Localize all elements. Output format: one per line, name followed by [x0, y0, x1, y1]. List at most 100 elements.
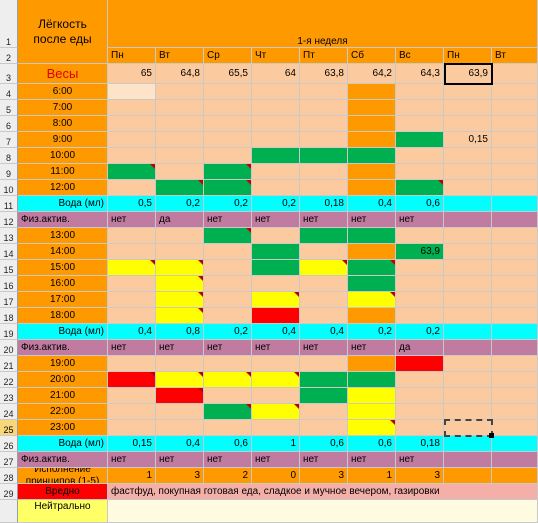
weight-value[interactable]: 65,5 [204, 64, 252, 84]
time-slot-cell[interactable] [108, 100, 156, 116]
cell[interactable] [444, 244, 492, 260]
principle-score[interactable]: 3 [300, 468, 348, 484]
activity-value[interactable]: да [156, 212, 204, 228]
water-value[interactable]: 0,6 [396, 196, 444, 212]
weight-value[interactable] [492, 64, 538, 84]
row-number[interactable]: 28 [0, 468, 18, 484]
time-label[interactable]: 11:00 [18, 164, 108, 180]
cell[interactable] [492, 116, 538, 132]
time-slot-cell[interactable] [204, 180, 252, 196]
row-number[interactable]: 14 [0, 244, 18, 260]
time-slot-cell[interactable] [348, 180, 396, 196]
cell[interactable] [444, 228, 492, 244]
cell[interactable] [492, 468, 538, 484]
row-number[interactable]: 24 [0, 404, 18, 420]
time-slot-cell[interactable] [300, 132, 348, 148]
time-slot-cell[interactable] [300, 116, 348, 132]
time-slot-cell[interactable] [396, 164, 444, 180]
time-label[interactable]: 15:00 [18, 260, 108, 276]
row-number[interactable]: 12 [0, 212, 18, 228]
cell[interactable] [444, 276, 492, 292]
time-slot-cell[interactable] [108, 372, 156, 388]
activity-value[interactable]: нет [204, 452, 252, 468]
row-number[interactable]: 18 [0, 308, 18, 324]
time-slot-cell[interactable] [204, 116, 252, 132]
time-slot-cell[interactable] [252, 228, 300, 244]
row-number[interactable]: 7 [0, 132, 18, 148]
water-value[interactable]: 0,6 [348, 436, 396, 452]
time-slot-cell[interactable] [396, 388, 444, 404]
time-slot-cell[interactable] [300, 356, 348, 372]
water-value[interactable]: 0,2 [204, 324, 252, 340]
time-slot-cell[interactable] [252, 292, 300, 308]
time-slot-cell[interactable] [108, 388, 156, 404]
water-value[interactable]: 0,18 [300, 196, 348, 212]
row-number[interactable]: 5 [0, 100, 18, 116]
water-value[interactable]: 0,15 [108, 436, 156, 452]
time-slot-cell[interactable] [204, 420, 252, 436]
row-number[interactable]: 6 [0, 116, 18, 132]
water-value[interactable]: 0,4 [300, 324, 348, 340]
activity-value[interactable]: нет [348, 212, 396, 228]
cell-value[interactable]: 63,9 [396, 244, 444, 260]
time-slot-cell[interactable] [300, 100, 348, 116]
time-slot-cell[interactable] [108, 276, 156, 292]
weight-value[interactable]: 65 [108, 64, 156, 84]
cell[interactable] [492, 404, 538, 420]
time-slot-cell[interactable] [300, 244, 348, 260]
water-value[interactable]: 0,4 [348, 196, 396, 212]
time-label[interactable]: 12:00 [18, 180, 108, 196]
time-label[interactable]: 21:00 [18, 388, 108, 404]
time-slot-cell[interactable] [108, 356, 156, 372]
time-slot-cell[interactable] [108, 84, 156, 100]
weight-value[interactable]: 63,9 [444, 64, 492, 84]
time-slot-cell[interactable] [108, 292, 156, 308]
time-slot-cell[interactable] [348, 84, 396, 100]
time-slot-cell[interactable] [204, 244, 252, 260]
day-header[interactable]: Пн [444, 48, 492, 64]
water-value[interactable]: 0,6 [204, 436, 252, 452]
time-slot-cell[interactable] [204, 292, 252, 308]
activity-value[interactable]: нет [252, 340, 300, 356]
row-number[interactable]: 25 [0, 420, 18, 436]
activity-label[interactable]: Физ.актив. [18, 340, 108, 356]
principles-label[interactable]: Исполнение принципов (1-5) [18, 468, 108, 484]
time-slot-cell[interactable] [396, 404, 444, 420]
cell[interactable] [444, 100, 492, 116]
activity-value[interactable]: нет [252, 452, 300, 468]
cell[interactable] [492, 164, 538, 180]
time-label[interactable]: 6:00 [18, 84, 108, 100]
time-slot-cell[interactable] [252, 276, 300, 292]
row-number[interactable]: 20 [0, 340, 18, 356]
time-slot-cell[interactable] [204, 164, 252, 180]
time-slot-cell[interactable] [156, 84, 204, 100]
time-slot-cell[interactable] [204, 100, 252, 116]
time-slot-cell[interactable] [204, 404, 252, 420]
time-slot-cell[interactable] [156, 148, 204, 164]
time-slot-cell[interactable] [348, 404, 396, 420]
time-slot-cell[interactable] [252, 260, 300, 276]
time-slot-cell[interactable] [204, 132, 252, 148]
time-slot-cell[interactable] [156, 260, 204, 276]
row-number[interactable] [0, 500, 18, 523]
row-number[interactable]: 15 [0, 260, 18, 276]
time-slot-cell[interactable] [108, 244, 156, 260]
time-label[interactable]: 16:00 [18, 276, 108, 292]
time-slot-cell[interactable] [156, 276, 204, 292]
row-number[interactable]: 16 [0, 276, 18, 292]
time-slot-cell[interactable] [252, 356, 300, 372]
row-number[interactable]: 11 [0, 196, 18, 212]
weight-value[interactable]: 63,8 [300, 64, 348, 84]
day-header[interactable]: Пт [300, 48, 348, 64]
time-slot-cell[interactable] [252, 404, 300, 420]
cell[interactable] [492, 292, 538, 308]
cell[interactable] [444, 436, 492, 452]
time-slot-cell[interactable] [156, 132, 204, 148]
row-number[interactable]: 22 [0, 372, 18, 388]
time-slot-cell[interactable] [348, 372, 396, 388]
time-slot-cell[interactable] [204, 84, 252, 100]
time-slot-cell[interactable] [252, 388, 300, 404]
time-label[interactable]: 19:00 [18, 356, 108, 372]
time-slot-cell[interactable] [108, 420, 156, 436]
time-slot-cell[interactable] [108, 148, 156, 164]
